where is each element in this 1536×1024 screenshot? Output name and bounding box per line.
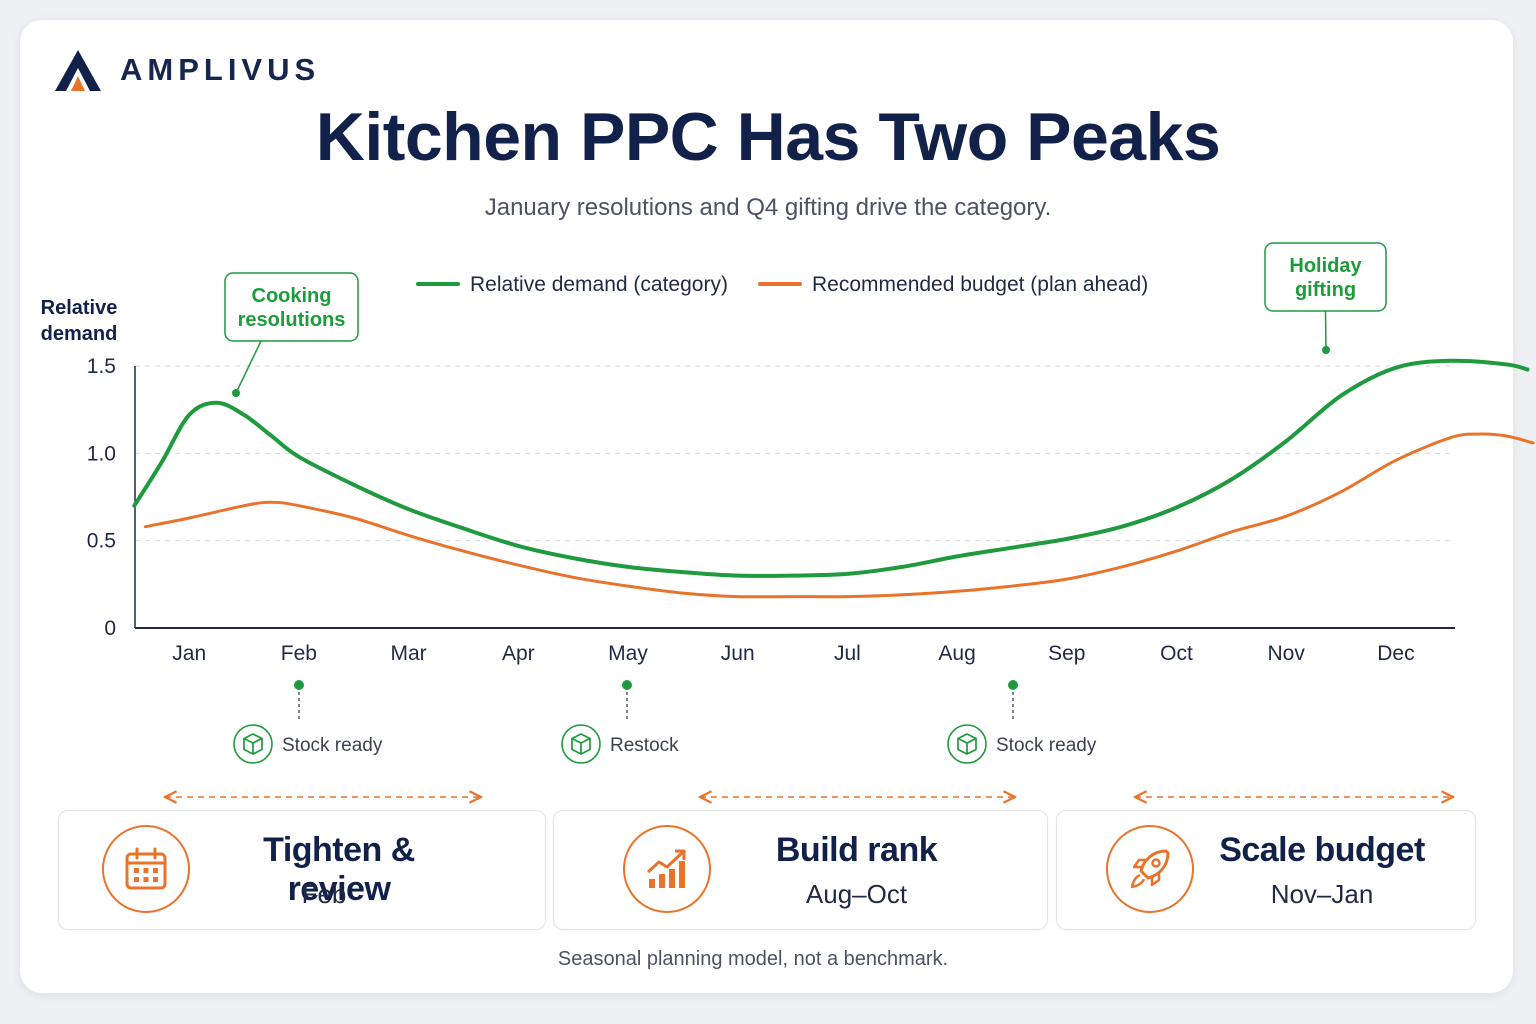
growth-chart-icon xyxy=(646,849,686,888)
callout-leader-line xyxy=(1324,310,1327,351)
x-tick-label-dec: Dec xyxy=(1377,642,1414,665)
x-tick-label-aug: Aug xyxy=(938,642,975,665)
page-title: Kitchen PPC Has Two Peaks xyxy=(315,99,1221,175)
amplivus-logo-icon xyxy=(55,50,101,91)
x-tick-label-oct: Oct xyxy=(1160,642,1193,665)
callout-label: Cooking xyxy=(252,285,332,307)
milestone-label: Stock ready xyxy=(282,735,383,756)
x-tick-label-may: May xyxy=(608,642,648,665)
phase-range: Feb xyxy=(301,879,347,909)
milestone-dot xyxy=(622,680,632,690)
phase-title: Build rank xyxy=(775,831,938,869)
milestone-0: Stock ready xyxy=(233,680,383,764)
box-icon-edges xyxy=(957,737,977,754)
phase-card-build-rank: Build rank Aug–Oct xyxy=(553,810,1048,930)
x-tick-label-jul: Jul xyxy=(834,642,861,665)
phase-title: Tighten & review xyxy=(263,831,415,908)
milestone-2: Stock ready xyxy=(947,680,1097,764)
brand-logo: AMPLIVUS xyxy=(54,48,320,92)
x-tick-label-apr: Apr xyxy=(502,642,535,665)
y-tick-label: 0 xyxy=(104,617,116,640)
growth-chart-icon-circle xyxy=(623,825,711,913)
x-tick-label-feb: Feb xyxy=(281,642,317,665)
y-tick-label: 1.0 xyxy=(87,442,116,465)
milestone-dot xyxy=(1008,680,1018,690)
x-tick-label-jun: Jun xyxy=(721,642,755,665)
legend-label: Relative demand (category) xyxy=(470,273,728,296)
phase-card-scale-budget: Scale budget Nov–Jan xyxy=(1056,810,1476,930)
box-icon xyxy=(571,733,591,755)
x-tick-label-mar: Mar xyxy=(391,642,427,665)
demand-series-line xyxy=(132,358,1530,578)
calendar-icon xyxy=(125,847,167,890)
box-icon-edges xyxy=(571,737,591,754)
box-icon xyxy=(957,733,977,755)
callout-leader-line xyxy=(235,340,262,394)
budget-series-line xyxy=(143,432,1535,599)
x-tick-label-nov: Nov xyxy=(1268,642,1306,665)
brand-name: AMPLIVUS xyxy=(120,52,321,87)
footnote: Seasonal planning model, not a benchmark… xyxy=(557,948,949,970)
rocket-icon-circle xyxy=(1106,825,1194,913)
y-tick-label: 0.5 xyxy=(87,530,116,553)
milestone-label: Stock ready xyxy=(996,735,1097,756)
callout-label: resolutions xyxy=(238,309,346,331)
callout-box xyxy=(224,272,359,342)
milestone-1: Restock xyxy=(561,680,679,764)
phase-card-tighten-review: Tighten & review Feb xyxy=(58,810,546,930)
x-tick-label-sep: Sep xyxy=(1048,642,1085,665)
phase-range: Aug–Oct xyxy=(805,879,908,909)
milestone-dot xyxy=(294,680,304,690)
box-icon-edges xyxy=(243,737,263,754)
callout-dot xyxy=(1322,346,1330,354)
x-tick-label-jan: Jan xyxy=(172,642,206,665)
callout-label: gifting xyxy=(1295,279,1356,301)
box-icon xyxy=(243,733,263,755)
y-axis-label: Relative demand xyxy=(41,297,118,345)
y-tick-label: 1.5 xyxy=(87,355,116,378)
legend-label: Recommended budget (plan ahead) xyxy=(812,273,1148,296)
phase-range: Nov–Jan xyxy=(1270,879,1374,909)
rocket-icon xyxy=(1130,849,1170,889)
milestone-label: Restock xyxy=(610,735,679,756)
callout-box xyxy=(1264,242,1387,312)
page-subtitle: January resolutions and Q4 gifting drive… xyxy=(484,194,1052,221)
calendar-icon-circle xyxy=(102,825,190,913)
callout-dot xyxy=(232,389,240,397)
phase-title: Scale budget xyxy=(1219,831,1425,869)
callout-label: Holiday xyxy=(1289,255,1362,277)
